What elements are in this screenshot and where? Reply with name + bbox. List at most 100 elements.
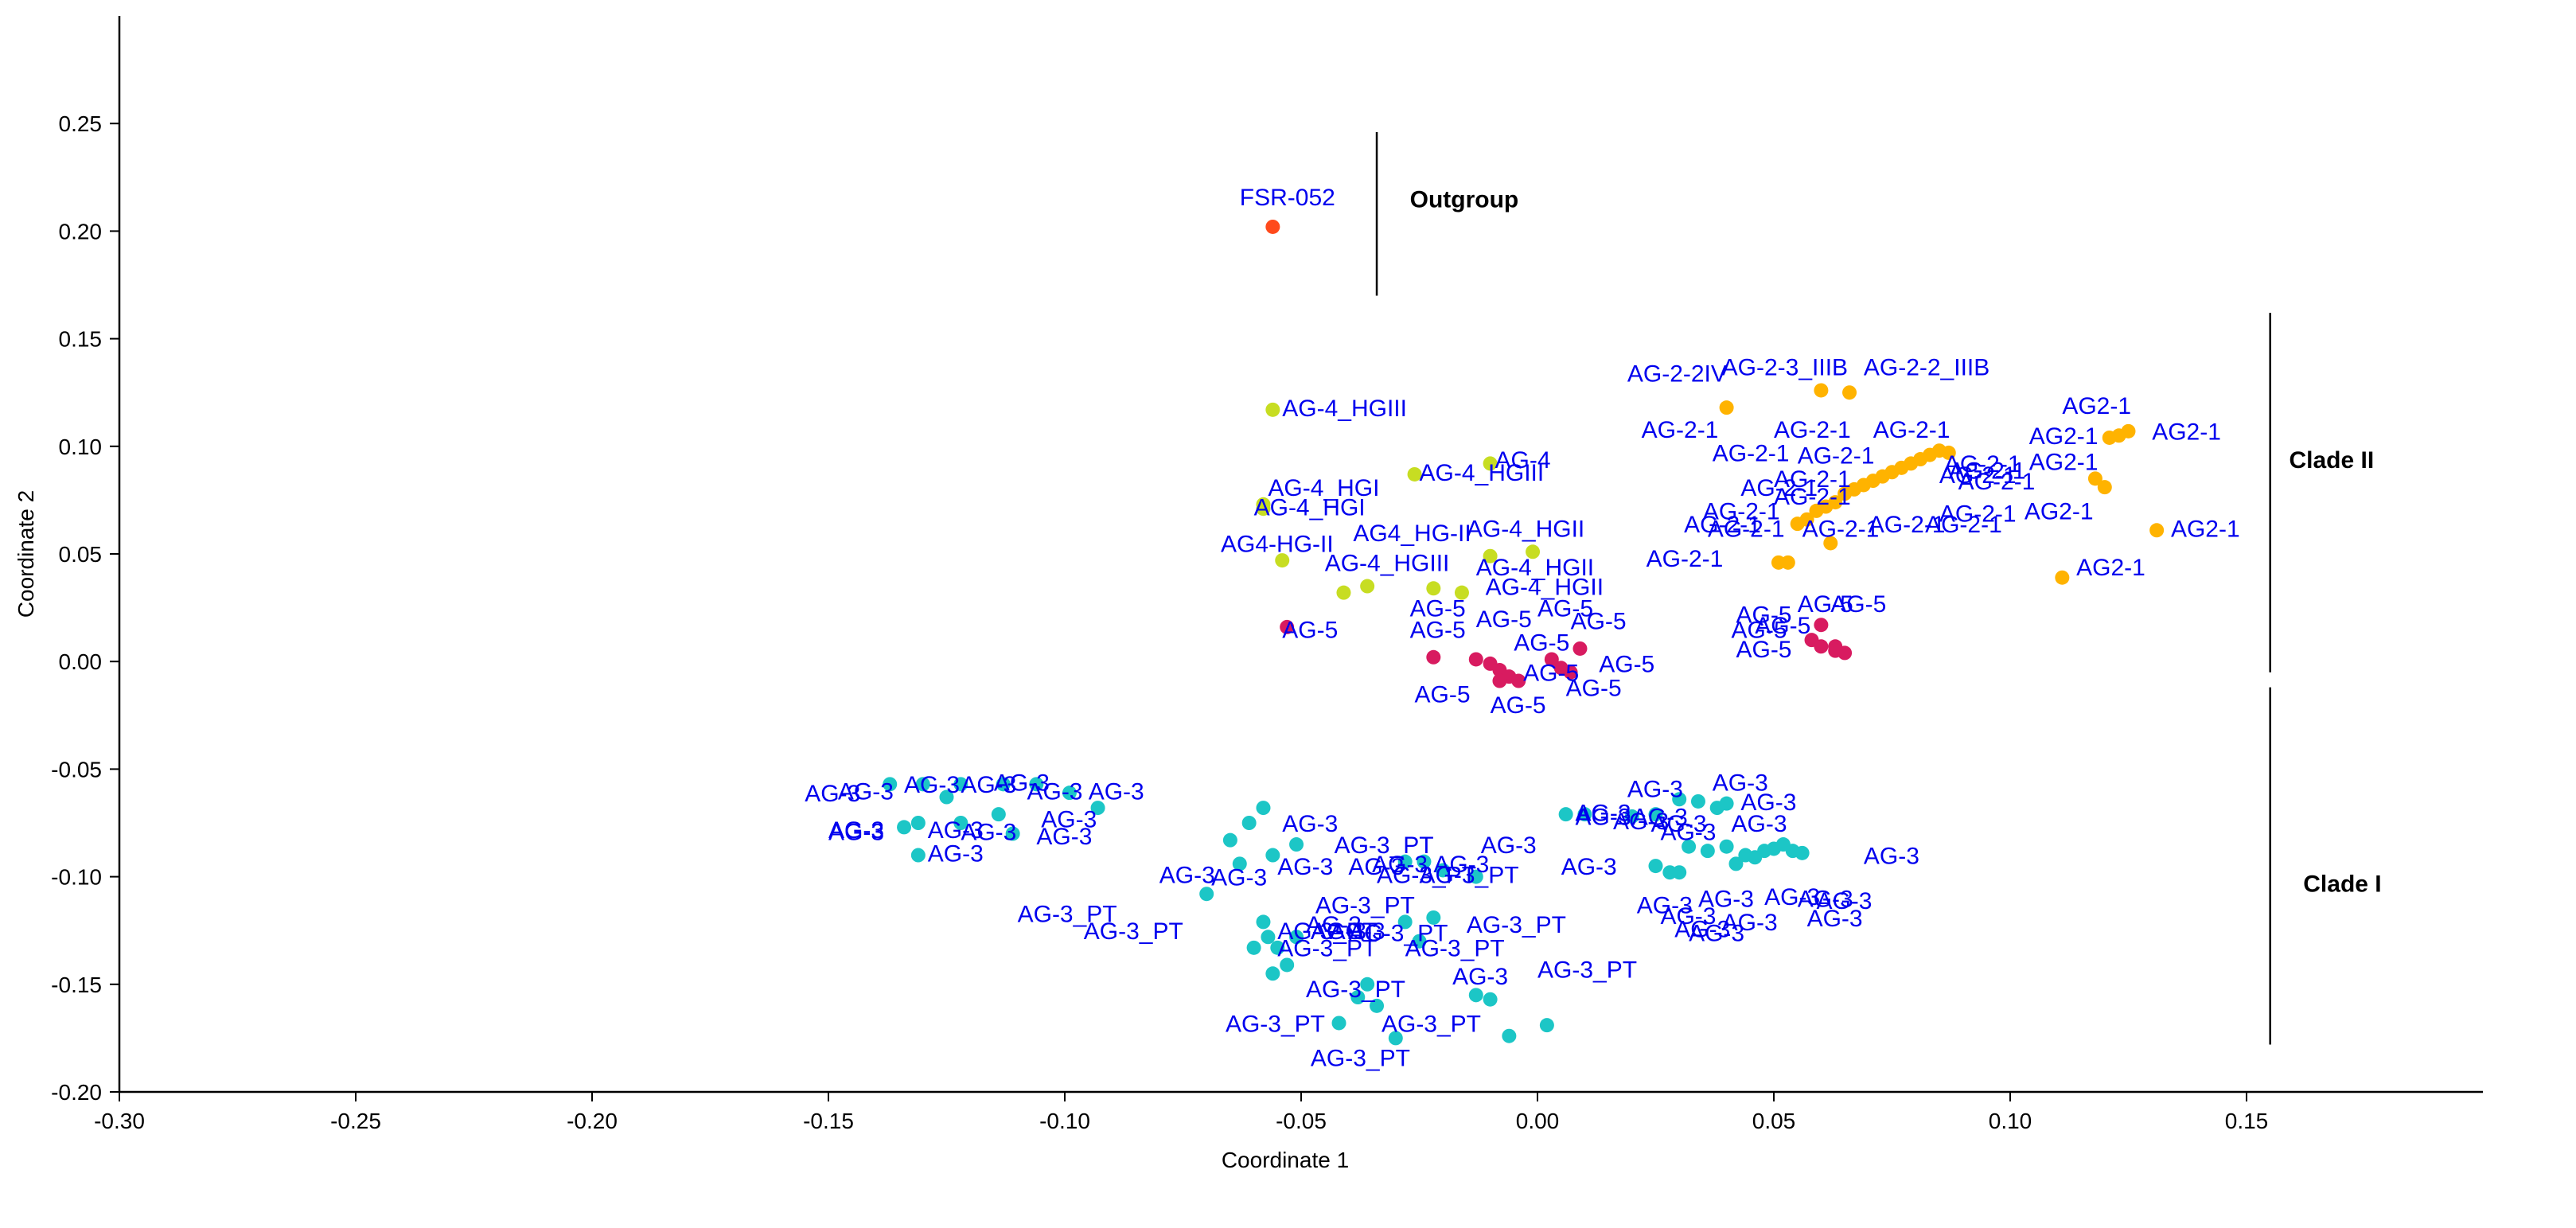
point-label: AG-3_PT bbox=[1018, 901, 1117, 927]
point-label: AG-3_PT bbox=[1306, 977, 1405, 1003]
point-label: AG-2-1 bbox=[1647, 546, 1724, 572]
point-label: AG-3 bbox=[1698, 886, 1754, 912]
x-tick-label: -0.20 bbox=[567, 1109, 618, 1133]
point-label: AG-3_PT bbox=[1084, 918, 1183, 945]
data-point bbox=[1270, 940, 1285, 955]
point-label: AG-5 bbox=[1410, 595, 1466, 622]
point-label: AG-3 bbox=[1864, 843, 1919, 869]
data-point bbox=[991, 807, 1006, 822]
data-point bbox=[1256, 501, 1271, 517]
data-point bbox=[1728, 856, 1744, 871]
data-point bbox=[1454, 585, 1469, 600]
point-label: AG-3 bbox=[1282, 811, 1338, 837]
x-tick-label: -0.25 bbox=[330, 1109, 381, 1133]
point-label: AG-2-1 bbox=[1869, 512, 1946, 538]
data-point bbox=[1426, 649, 1441, 665]
data-point bbox=[1407, 466, 1422, 481]
point-label: AG-5 bbox=[1732, 617, 1787, 643]
data-point bbox=[1842, 385, 1857, 400]
point-label: AG-2-1 bbox=[1708, 516, 1785, 542]
point-label: AG4-HG-II bbox=[1221, 531, 1334, 557]
point-label: AG-3 bbox=[1561, 854, 1617, 880]
data-point bbox=[1648, 807, 1663, 822]
data-point bbox=[1814, 618, 1829, 633]
data-point bbox=[1790, 517, 1805, 532]
data-point bbox=[1417, 854, 1432, 869]
data-point bbox=[1336, 585, 1351, 600]
data-point bbox=[1823, 536, 1838, 551]
point-label: AG-4_HGIII bbox=[1420, 460, 1545, 486]
point-label: AG-4_HGII bbox=[1486, 574, 1604, 600]
data-point bbox=[1672, 792, 1687, 807]
point-label: AG-3_PT bbox=[1335, 832, 1434, 859]
point-label: AG-5 bbox=[1798, 591, 1853, 618]
data-point bbox=[1062, 786, 1077, 801]
y-tick-label: 0.00 bbox=[59, 649, 103, 674]
data-point bbox=[1700, 844, 1715, 859]
x-tick-label: 0.15 bbox=[2225, 1109, 2269, 1133]
point-label: AG-2-1 bbox=[1939, 462, 2017, 489]
data-point bbox=[1232, 856, 1247, 871]
point-label: AG2-1 bbox=[2029, 423, 2099, 450]
point-label: AG-2-1 bbox=[1949, 458, 2026, 484]
point-label: AG-3 bbox=[805, 781, 860, 807]
point-label: AG-2-1 bbox=[1703, 499, 1780, 525]
x-tick-label: -0.30 bbox=[94, 1109, 145, 1133]
data-point bbox=[1828, 643, 1843, 658]
data-point bbox=[1572, 641, 1588, 656]
data-point bbox=[1360, 977, 1375, 992]
y-tick-label: -0.05 bbox=[51, 757, 102, 782]
point-label: AG-5 bbox=[1736, 602, 1791, 629]
data-point bbox=[1265, 402, 1280, 417]
data-point bbox=[2055, 570, 2070, 585]
point-label: AG-2-1 bbox=[1774, 417, 1851, 443]
x-tick-label: 0.05 bbox=[1752, 1109, 1796, 1133]
y-tick-label: -0.15 bbox=[51, 973, 102, 997]
data-point bbox=[1558, 807, 1573, 822]
data-point bbox=[1265, 219, 1280, 234]
data-point bbox=[1222, 832, 1237, 848]
x-tick-label: 0.00 bbox=[1516, 1109, 1560, 1133]
point-label: AG-3 bbox=[928, 817, 984, 844]
data-point bbox=[1483, 456, 1498, 471]
point-label: AG-5 bbox=[1514, 630, 1569, 657]
point-label: AG-3 bbox=[961, 820, 1016, 846]
data-point bbox=[1005, 826, 1020, 841]
point-label: AG-3 bbox=[1159, 863, 1215, 889]
point-label: AG-2-2IV bbox=[1627, 361, 1727, 388]
data-point bbox=[1360, 579, 1375, 594]
point-label: AG-2-1 bbox=[1873, 417, 1951, 443]
point-label: AG-3 bbox=[1041, 806, 1097, 832]
point-label: AG-3_PT bbox=[1467, 912, 1566, 938]
data-point bbox=[1837, 486, 1853, 501]
y-axis-title: Coordinate 2 bbox=[14, 490, 38, 618]
point-label: AG-3 bbox=[1651, 811, 1707, 837]
x-tick-label: -0.15 bbox=[803, 1109, 854, 1133]
point-label: AG-5 bbox=[1571, 609, 1627, 635]
point-label: AG-3 bbox=[1576, 805, 1631, 831]
point-label: AG2-1 bbox=[2152, 419, 2221, 446]
y-tick-label: 0.05 bbox=[59, 542, 103, 567]
point-label: AG-3 bbox=[1722, 910, 1778, 936]
data-point bbox=[1436, 863, 1451, 878]
x-tick-label: -0.10 bbox=[1039, 1109, 1090, 1133]
point-label: AG-3 bbox=[1433, 852, 1489, 878]
point-label: AG2-1 bbox=[2171, 516, 2240, 542]
data-point bbox=[1029, 777, 1044, 792]
data-point bbox=[1941, 445, 1956, 460]
point-label: AG-2-1 bbox=[1958, 469, 2036, 495]
data-point bbox=[910, 848, 926, 863]
point-label: AG-3 bbox=[961, 772, 1016, 798]
point-label: AG-3 bbox=[904, 772, 960, 798]
data-point bbox=[1370, 998, 1385, 1013]
point-label: AG-5 bbox=[1523, 661, 1579, 687]
point-label: AG-3 bbox=[1632, 805, 1688, 831]
point-label: AG-2-1 bbox=[1774, 466, 1851, 493]
point-label: AG-5 bbox=[1415, 682, 1471, 708]
data-point bbox=[1468, 988, 1483, 1003]
data-point bbox=[1090, 801, 1105, 816]
data-point bbox=[883, 777, 898, 792]
point-label: AG2-1 bbox=[2062, 393, 2131, 419]
point-label: AG-3 bbox=[1036, 824, 1092, 850]
point-label: AG-2-1 bbox=[1774, 484, 1851, 510]
